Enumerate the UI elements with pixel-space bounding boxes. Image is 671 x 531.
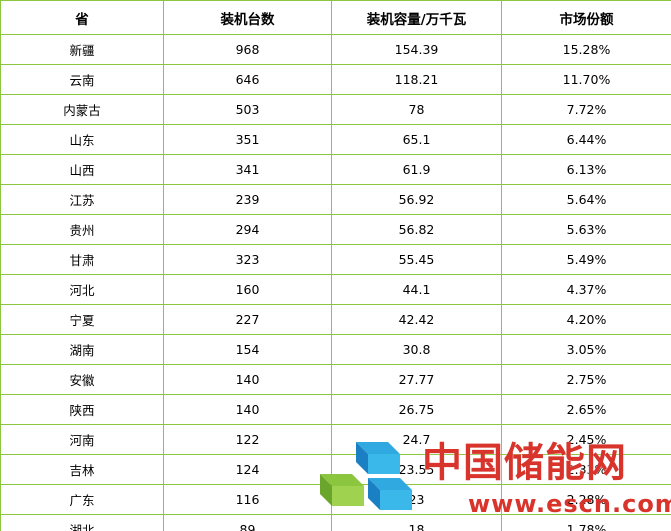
cell-capacity: 42.42	[331, 304, 502, 335]
cell-province: 湖北	[0, 514, 164, 531]
table-row: 贵州 294 56.82 5.63%	[0, 214, 671, 245]
cell-unit-count: 122	[163, 424, 332, 455]
cell-unit-count: 140	[163, 364, 332, 395]
cell-unit-count: 294	[163, 214, 332, 245]
cell-unit-count: 351	[163, 124, 332, 155]
cell-market-share: 2.65%	[501, 394, 671, 425]
cell-province: 河北	[0, 274, 164, 305]
cell-market-share: 5.64%	[501, 184, 671, 215]
cell-unit-count: 89	[163, 514, 332, 531]
table-row: 山西 341 61.9 6.13%	[0, 154, 671, 185]
table-row: 新疆 968 154.39 15.28%	[0, 34, 671, 65]
cell-unit-count: 124	[163, 454, 332, 485]
cell-market-share: 5.49%	[501, 244, 671, 275]
cell-market-share: 15.28%	[501, 34, 671, 65]
cell-market-share: 6.44%	[501, 124, 671, 155]
column-header-market-share: 市场份额	[501, 0, 671, 35]
cell-capacity: 61.9	[331, 154, 502, 185]
table-row: 湖南 154 30.8 3.05%	[0, 334, 671, 365]
cell-capacity: 56.82	[331, 214, 502, 245]
cell-province: 新疆	[0, 34, 164, 65]
cell-province: 贵州	[0, 214, 164, 245]
cell-unit-count: 140	[163, 394, 332, 425]
cell-province: 吉林	[0, 454, 164, 485]
cell-capacity: 78	[331, 94, 502, 125]
table-row: 湖北 89 18 1.78%	[0, 514, 671, 531]
cell-unit-count: 968	[163, 34, 332, 65]
cell-province: 安徽	[0, 364, 164, 395]
cell-capacity: 44.1	[331, 274, 502, 305]
table-row: 河北 160 44.1 4.37%	[0, 274, 671, 305]
cell-province: 甘肃	[0, 244, 164, 275]
cell-unit-count: 323	[163, 244, 332, 275]
cell-capacity: 154.39	[331, 34, 502, 65]
table-row: 河南 122 24.7 2.45%	[0, 424, 671, 455]
table-row: 安徽 140 27.77 2.75%	[0, 364, 671, 395]
cell-province: 内蒙古	[0, 94, 164, 125]
cell-capacity: 23.55	[331, 454, 502, 485]
cell-province: 山西	[0, 154, 164, 185]
cell-market-share: 4.37%	[501, 274, 671, 305]
cell-unit-count: 341	[163, 154, 332, 185]
cell-province: 湖南	[0, 334, 164, 365]
cell-province: 宁夏	[0, 304, 164, 335]
table-row: 内蒙古 503 78 7.72%	[0, 94, 671, 125]
cell-market-share: 7.72%	[501, 94, 671, 125]
cell-unit-count: 227	[163, 304, 332, 335]
cell-capacity: 65.1	[331, 124, 502, 155]
cell-province: 山东	[0, 124, 164, 155]
cell-capacity: 18	[331, 514, 502, 531]
cell-capacity: 30.8	[331, 334, 502, 365]
cell-market-share: 2.45%	[501, 424, 671, 455]
column-header-unit-count: 装机台数	[163, 0, 332, 35]
cell-unit-count: 646	[163, 64, 332, 95]
column-header-capacity: 装机容量/万千瓦	[331, 0, 502, 35]
cell-market-share: 1.78%	[501, 514, 671, 531]
cell-unit-count: 154	[163, 334, 332, 365]
cell-capacity: 24.7	[331, 424, 502, 455]
table-row: 吉林 124 23.55 2.33%	[0, 454, 671, 485]
cell-capacity: 56.92	[331, 184, 502, 215]
cell-market-share: 4.20%	[501, 304, 671, 335]
table-row: 广东 116 23 2.28%	[0, 484, 671, 515]
cell-market-share: 11.70%	[501, 64, 671, 95]
cell-market-share: 6.13%	[501, 154, 671, 185]
cell-unit-count: 116	[163, 484, 332, 515]
cell-unit-count: 503	[163, 94, 332, 125]
cell-unit-count: 160	[163, 274, 332, 305]
table-row: 山东 351 65.1 6.44%	[0, 124, 671, 155]
cell-province: 云南	[0, 64, 164, 95]
cell-market-share: 3.05%	[501, 334, 671, 365]
table-row: 宁夏 227 42.42 4.20%	[0, 304, 671, 335]
cell-province: 河南	[0, 424, 164, 455]
table-row: 陕西 140 26.75 2.65%	[0, 394, 671, 425]
cell-market-share: 2.33%	[501, 454, 671, 485]
cell-capacity: 27.77	[331, 364, 502, 395]
table-row: 江苏 239 56.92 5.64%	[0, 184, 671, 215]
table-header-row: 省 装机台数 装机容量/万千瓦 市场份额	[0, 0, 671, 35]
table-row: 云南 646 118.21 11.70%	[0, 64, 671, 95]
cell-capacity: 118.21	[331, 64, 502, 95]
cell-province: 广东	[0, 484, 164, 515]
cell-market-share: 2.28%	[501, 484, 671, 515]
cell-market-share: 5.63%	[501, 214, 671, 245]
cell-capacity: 23	[331, 484, 502, 515]
table-body: 新疆 968 154.39 15.28% 云南 646 118.21 11.70% 内蒙古 503…	[0, 34, 671, 531]
cell-market-share: 2.75%	[501, 364, 671, 395]
table-row: 甘肃 323 55.45 5.49%	[0, 244, 671, 275]
column-header-province: 省	[0, 0, 164, 35]
cell-capacity: 26.75	[331, 394, 502, 425]
cell-province: 江苏	[0, 184, 164, 215]
cell-province: 陕西	[0, 394, 164, 425]
cell-capacity: 55.45	[331, 244, 502, 275]
cell-unit-count: 239	[163, 184, 332, 215]
